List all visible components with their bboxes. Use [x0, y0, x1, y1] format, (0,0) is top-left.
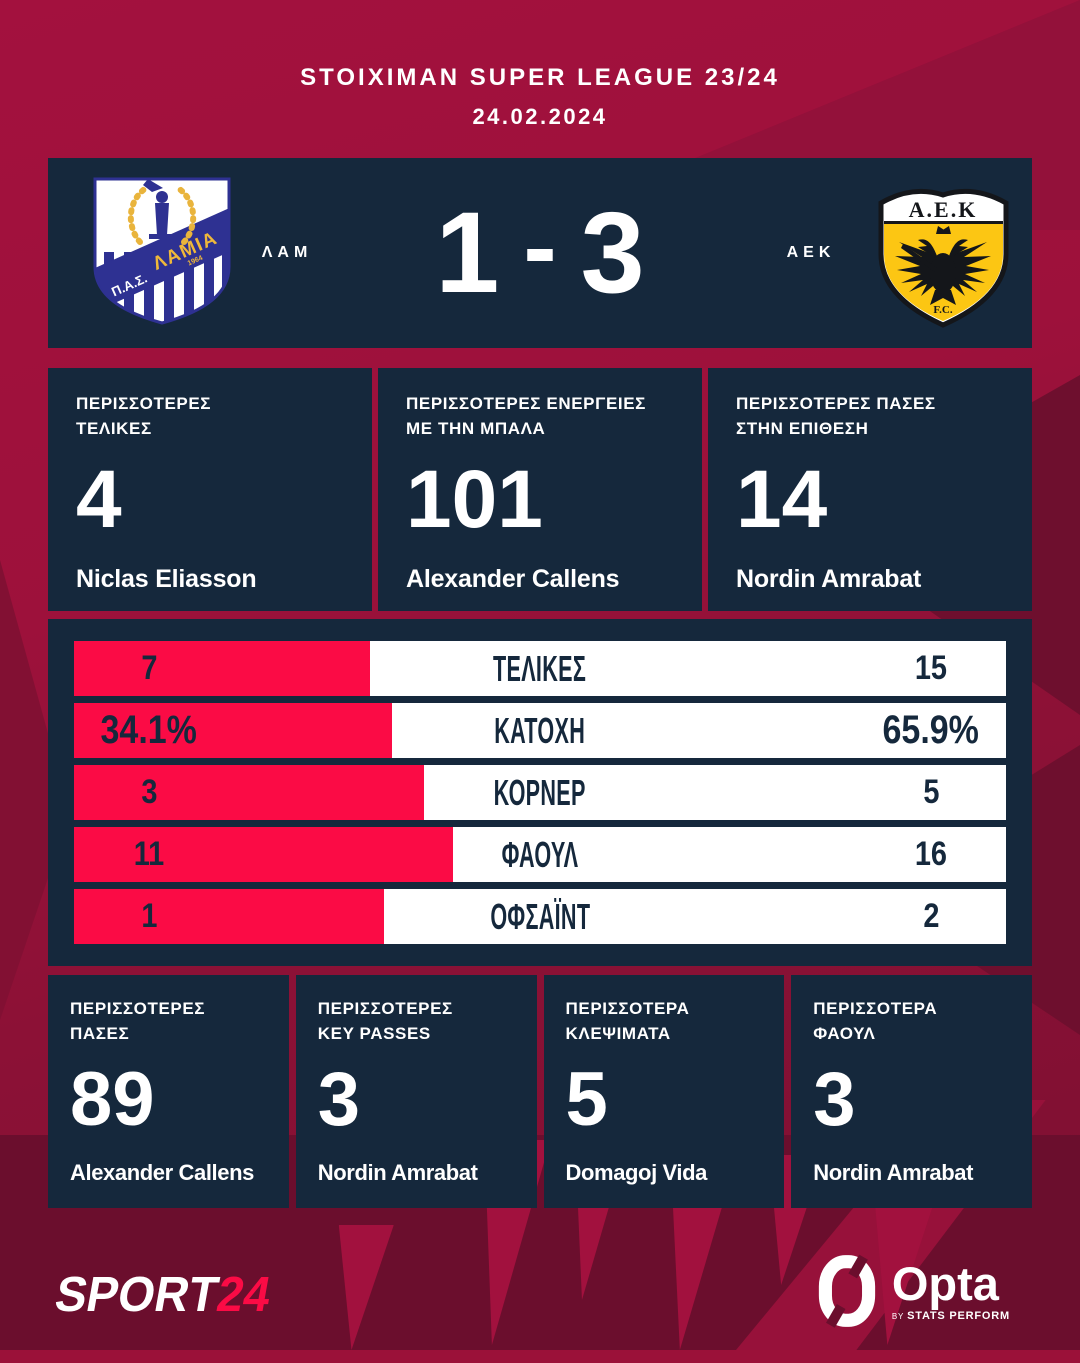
stat-value: 3 — [317, 1057, 361, 1143]
stat-player: Domagoj Vida — [565, 1160, 708, 1186]
final-score: 1 - 3 — [48, 158, 1032, 348]
match-date: 24.02.2024 — [472, 104, 608, 129]
footer: SPORT24 Opta BY STATS PERFORM — [48, 1208, 1032, 1363]
bar-row-corners: 3 ΚΟΡΝΕΡ 5 — [74, 765, 1006, 820]
scoreboard: Π.Α.Σ. ΛΑΜΙΑ 1964 ΛΑΜ 1 - 3 AEK — [48, 158, 1032, 348]
bar-fill — [74, 703, 392, 758]
stat-label: ΠΕΡΙΣΣΟΤΕΡΑ ΦΑΟΥΛ — [813, 999, 938, 1043]
stat-value: 3 — [813, 1057, 856, 1143]
away-score: 3 — [580, 188, 645, 317]
score-separator: - — [523, 191, 557, 303]
bar-label: ΦΑΟΥΛ — [501, 833, 579, 875]
stat-player: Nordin Amrabat — [736, 565, 922, 594]
stat-card-most-key-passes: ΠΕΡΙΣΣΟΤΕΡΕΣ KEY PASSES 3 Nordin Amrabat — [295, 975, 537, 1208]
bar-home-value: 7 — [140, 649, 158, 687]
bar-row-shots: 7 ΤΕΛΙΚΕΣ 15 — [74, 641, 1006, 696]
aek-crest-icon: Α.Ε.Κ F.C. — [878, 188, 1009, 328]
bar-fill — [74, 765, 424, 820]
stat-label: ΠΕΡΙΣΣΟΤΕΡΕΣ ΠΑΣΕΣ ΣΤΗΝ ΕΠΙΘΕΣΗ — [736, 394, 936, 438]
home-team-abbr: ΛΑΜ — [261, 244, 313, 261]
bar-row-possession: 34.1% ΚΑΤΟΧΗ 65.9% — [74, 703, 1006, 758]
stat-value: 14 — [736, 454, 828, 546]
stat-label: ΠΕΡΙΣΣΟΤΕΡΕΣ ΕΝΕΡΓΕΙΕΣ ΜΕ ΤΗΝ ΜΠΑΛΑ — [406, 394, 646, 438]
stat-label: ΠΕΡΙΣΣΟΤΕΡΑ ΚΛΕΨΙΜΑΤΑ — [565, 999, 690, 1043]
bottom-stats-row: ΠΕΡΙΣΣΟΤΕΡΕΣ ΠΑΣΕΣ 89 Alexander Callens … — [48, 975, 1032, 1208]
bar-away-value: 65.9% — [882, 708, 980, 752]
stat-label: ΠΕΡΙΣΣΟΤΕΡΕΣ ΤΕΛΙΚΕΣ — [76, 394, 212, 438]
stat-value: 5 — [565, 1057, 608, 1143]
stat-card-most-touches: ΠΕΡΙΣΣΟΤΕΡΕΣ ΕΝΕΡΓΕΙΕΣ ΜΕ ΤΗΝ ΜΠΑΛΑ 101 … — [378, 368, 702, 611]
bar-fill — [74, 641, 371, 696]
sport24-logo: SPORT24 — [51, 1265, 275, 1323]
bar-away-value: 5 — [922, 773, 940, 811]
stat-card-most-attacking-passes: ΠΕΡΙΣΣΟΤΕΡΕΣ ΠΑΣΕΣ ΣΤΗΝ ΕΠΙΘΕΣΗ 14 Nordi… — [708, 368, 1032, 611]
stat-card-most-tackles: ΠΕΡΙΣΣΟΤΕΡΑ ΚΛΕΨΙΜΑΤΑ 5 Domagoj Vida — [543, 975, 785, 1208]
stat-value: 89 — [70, 1057, 155, 1143]
aek-fc: F.C. — [933, 304, 952, 316]
bar-label: ΤΕΛΙΚΕΣ — [493, 647, 587, 689]
sport24-word: SPORT — [51, 1265, 223, 1322]
stat-value: 4 — [76, 454, 122, 546]
bar-row-offsides: 1 ΟΦΣΑΪΝΤ 2 — [74, 889, 1006, 944]
bar-home-value: 34.1% — [100, 708, 198, 752]
lamia-emblem — [127, 179, 197, 245]
lamia-crest-icon: Π.Α.Σ. ΛΑΜΙΑ 1964 — [93, 177, 231, 325]
aek-monogram: Α.Ε.Κ — [909, 197, 978, 222]
opta-ring-icon — [818, 1254, 875, 1328]
stat-player: Alexander Callens — [406, 565, 620, 594]
bar-home-value: 11 — [133, 835, 165, 873]
bar-home-value: 3 — [140, 773, 158, 811]
bar-fill — [74, 827, 454, 882]
bar-fill — [74, 889, 385, 944]
opta-byline: BY STATS PERFORM — [891, 1310, 1010, 1322]
header: STOIXIMAN SUPER LEAGUE 23/24 24.02.2024 — [48, 0, 1032, 130]
stat-player: Nordin Amrabat — [813, 1160, 974, 1186]
stat-value: 101 — [406, 454, 543, 546]
sport24-number: 24 — [213, 1265, 276, 1322]
opta-wordmark: Opta — [891, 1257, 999, 1310]
stat-label: ΠΕΡΙΣΣΟΤΕΡΕΣ ΠΑΣΕΣ — [70, 999, 206, 1043]
bar-label: ΚΟΡΝΕΡ — [493, 771, 587, 813]
match-stats-bars: 7 ΤΕΛΙΚΕΣ 15 34.1% ΚΑΤΟΧΗ 65.9% 3 ΚΟΡΝΕΡ… — [48, 619, 1032, 966]
bar-label: ΟΦΣΑΪΝΤ — [490, 895, 590, 937]
bar-away-value: 2 — [922, 897, 940, 935]
bar-home-value: 1 — [140, 897, 158, 935]
away-team-abbr: AEK — [786, 244, 836, 261]
stat-player: Alexander Callens — [70, 1160, 254, 1186]
bar-row-fouls: 11 ΦΑΟΥΛ 16 — [74, 827, 1006, 882]
stat-label: ΠΕΡΙΣΣΟΤΕΡΕΣ KEY PASSES — [317, 999, 453, 1043]
league-title: STOIXIMAN SUPER LEAGUE 23/24 — [300, 64, 780, 91]
stat-card-most-shots: ΠΕΡΙΣΣΟΤΕΡΕΣ ΤΕΛΙΚΕΣ 4 Niclas Eliasson — [48, 368, 372, 611]
bar-away-value: 15 — [914, 649, 948, 687]
bar-label: ΚΑΤΟΧΗ — [494, 709, 586, 751]
stat-player: Niclas Eliasson — [76, 565, 257, 594]
bar-away-value: 16 — [914, 835, 948, 873]
opta-logo: Opta BY STATS PERFORM — [816, 1254, 1010, 1328]
top-stats-row: ΠΕΡΙΣΣΟΤΕΡΕΣ ΤΕΛΙΚΕΣ 4 Niclas Eliasson Π… — [48, 368, 1032, 611]
stat-player: Nordin Amrabat — [317, 1160, 478, 1186]
stat-card-most-fouls: ΠΕΡΙΣΣΟΤΕΡΑ ΦΑΟΥΛ 3 Nordin Amrabat — [791, 975, 1032, 1208]
home-score: 1 — [435, 188, 500, 317]
stat-card-most-passes: ΠΕΡΙΣΣΟΤΕΡΕΣ ΠΑΣΕΣ 89 Alexander Callens — [48, 975, 289, 1208]
